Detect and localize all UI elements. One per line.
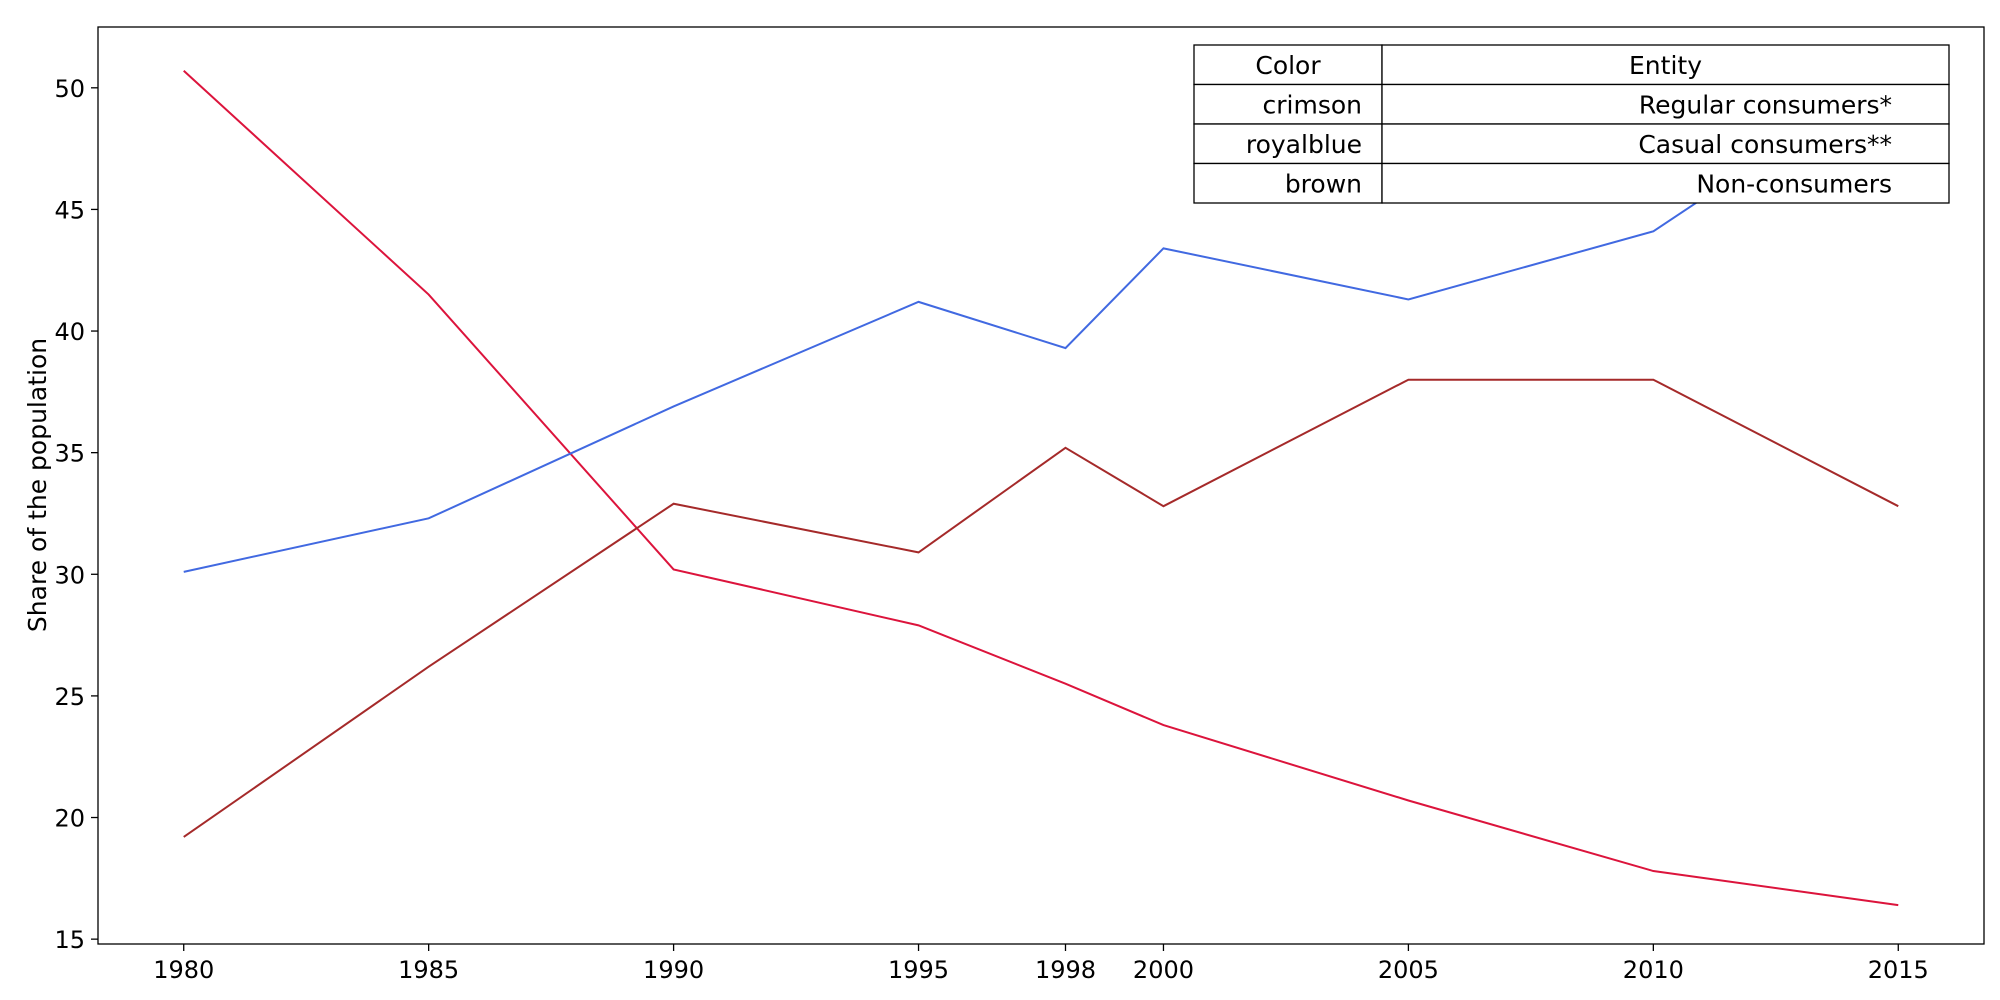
- y-tick-label: 45: [54, 196, 85, 224]
- plot-frame: [97, 26, 1985, 945]
- y-axis: 15 20 25 30 35 40 45 50: [54, 75, 98, 954]
- legend-color-name: crimson: [1263, 90, 1363, 119]
- y-tick-label: 15: [54, 926, 85, 954]
- series-layer: [183, 67, 1899, 907]
- x-tick-label: 1980: [153, 956, 214, 984]
- legend-header-color: Color: [1255, 51, 1321, 80]
- legend-color-name: royalblue: [1246, 130, 1362, 159]
- y-tick-label: 25: [54, 683, 85, 711]
- x-tick-label: 2005: [1378, 956, 1439, 984]
- legend-table: Color Entity crimson Regular consumers* roya…: [1193, 44, 1950, 204]
- y-tick-label: 30: [54, 561, 85, 589]
- legend-cell: [1193, 123, 1383, 165]
- x-tick-label: 1985: [398, 956, 459, 984]
- x-tick-label: 1995: [888, 956, 949, 984]
- legend-entity-name: Non-consumers: [1696, 169, 1892, 198]
- series-line-2: [183, 378, 1899, 838]
- legend-header-cell: [1193, 44, 1383, 86]
- y-tick-label: 40: [54, 318, 85, 346]
- x-axis: 1980 1985 1990 1995 1998 2000 2005 2010 2015: [153, 944, 1929, 984]
- legend-header-cell: [1381, 44, 1950, 86]
- legend-cell: [1381, 83, 1950, 125]
- x-tick-label: 1998: [1035, 956, 1096, 984]
- x-tick-label: 2015: [1868, 956, 1929, 984]
- legend-cell: [1381, 162, 1950, 204]
- y-tick-label: 50: [54, 75, 85, 103]
- legend-color-name: brown: [1285, 169, 1362, 198]
- x-tick-label: 2000: [1133, 956, 1194, 984]
- legend-entity-name: Regular consumers*: [1639, 90, 1892, 119]
- legend-cell: [1381, 123, 1950, 165]
- legend-cell: [1193, 162, 1383, 204]
- y-tick-label: 20: [54, 805, 85, 833]
- x-tick-label: 1990: [643, 956, 704, 984]
- y-tick-label: 35: [54, 440, 85, 468]
- legend-header-entity: Entity: [1629, 51, 1702, 80]
- series-line-1: [183, 67, 1899, 573]
- legend-entity-name: Casual consumers**: [1638, 130, 1892, 159]
- x-tick-label: 2010: [1623, 956, 1684, 984]
- y-axis-label: Share of the population: [23, 338, 52, 632]
- series-line-0: [183, 70, 1899, 907]
